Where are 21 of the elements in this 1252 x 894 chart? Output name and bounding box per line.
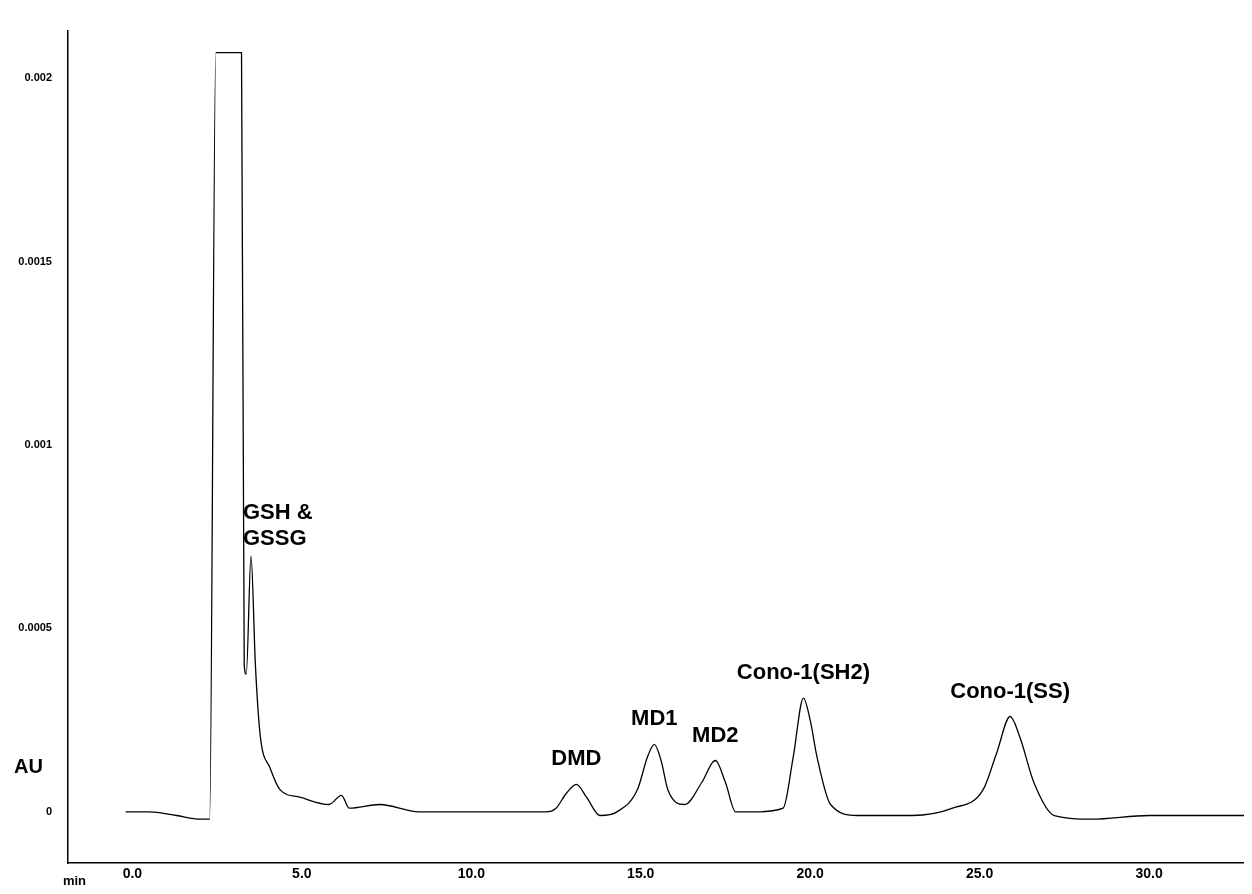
line-series [124, 51, 1244, 820]
y-tick-label: 0.0015 [18, 254, 52, 267]
annotation: Cono-1(SS) [950, 677, 1071, 703]
x-tick-label: 30.0 [1135, 865, 1163, 882]
annotation: GSH & GSSG [243, 498, 313, 550]
x-tick-label: 15.0 [627, 865, 655, 882]
y-axis-title: AU [14, 755, 43, 778]
x-tick-label: 20.0 [796, 865, 825, 882]
x-tick-label: 10.0 [457, 865, 486, 882]
y-tick-label: 0 [45, 804, 52, 817]
annotation: Cono-1(SH2) [736, 659, 871, 685]
x-tick-label: 5.0 [292, 865, 312, 882]
annotation: MD1 [631, 705, 678, 731]
annotation: MD2 [692, 721, 739, 747]
x-tick-label: 0.0 [122, 865, 143, 882]
y-tick-label: 0.001 [24, 438, 52, 451]
x-tick-label: 25.0 [966, 865, 994, 882]
y-tick-label: 0.0005 [18, 621, 52, 634]
x-axis-title: min [62, 873, 87, 889]
y-tick-label: 0.002 [24, 71, 52, 84]
annotation: DMD [551, 745, 602, 771]
